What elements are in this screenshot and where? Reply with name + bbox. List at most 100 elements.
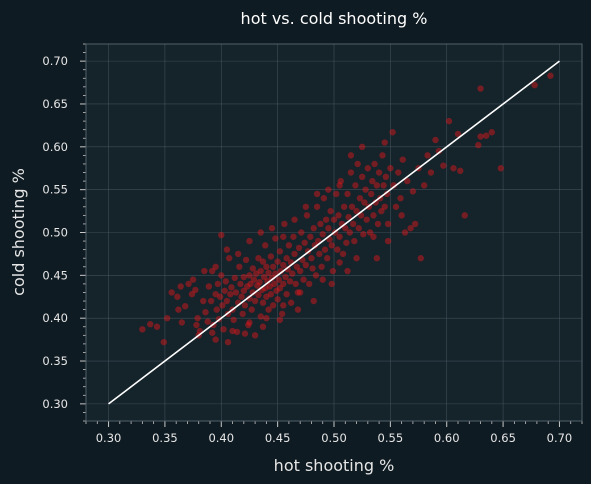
data-point (395, 169, 402, 176)
data-point (291, 250, 298, 258)
data-point (401, 229, 409, 236)
data-point (306, 280, 313, 288)
data-point (266, 283, 273, 290)
data-point (373, 182, 381, 189)
data-point (333, 190, 340, 198)
data-point (240, 273, 248, 281)
data-point (475, 141, 482, 149)
data-point (272, 235, 279, 242)
data-point (209, 329, 216, 336)
data-point (339, 250, 347, 258)
data-point (209, 267, 216, 275)
data-point (348, 203, 356, 210)
data-point (450, 165, 457, 172)
data-point (283, 255, 290, 262)
data-point (201, 267, 208, 275)
data-point (153, 323, 161, 330)
data-point (249, 289, 257, 296)
data-point (260, 273, 268, 281)
data-point (230, 316, 237, 324)
data-point (262, 242, 269, 249)
data-point (246, 272, 253, 279)
data-point (293, 263, 300, 270)
y-tick-label: 0.35 (42, 354, 68, 368)
data-point (370, 212, 377, 219)
data-point (264, 278, 271, 285)
data-point (427, 169, 435, 176)
data-point (221, 287, 228, 294)
data-point (178, 319, 186, 326)
data-point (267, 290, 275, 298)
data-point (345, 213, 352, 221)
data-point (245, 321, 252, 329)
data-point (219, 302, 226, 309)
data-point (454, 130, 462, 138)
data-point (283, 290, 290, 298)
data-point (177, 283, 184, 290)
data-point (378, 207, 385, 215)
data-point (302, 203, 310, 210)
data-point (271, 280, 278, 288)
data-point (313, 190, 321, 198)
data-point (364, 165, 372, 172)
data-point (251, 297, 259, 305)
data-point (231, 274, 238, 282)
data-point (238, 293, 245, 300)
x-tick-label: 0.35 (152, 431, 178, 445)
data-point (233, 328, 241, 336)
data-point (207, 297, 215, 305)
data-point (263, 263, 270, 270)
data-point (435, 147, 443, 155)
data-point (280, 261, 287, 269)
data-point (268, 274, 276, 282)
data-point (274, 258, 281, 265)
data-point (240, 287, 248, 294)
data-point (205, 283, 213, 290)
data-point (229, 327, 236, 335)
data-point (379, 152, 386, 159)
data-point (241, 330, 249, 337)
data-point (249, 265, 257, 272)
data-point (263, 293, 270, 300)
y-tick-label: 0.30 (42, 397, 68, 411)
data-point (222, 278, 229, 285)
data-point (432, 136, 439, 144)
data-point (285, 242, 293, 249)
data-point (296, 267, 304, 275)
data-point (482, 132, 490, 139)
data-point (375, 169, 383, 176)
data-point (286, 278, 294, 285)
data-point (254, 282, 261, 289)
data-point (336, 233, 343, 240)
data-point (352, 182, 359, 189)
data-point (320, 195, 328, 202)
data-point (291, 216, 298, 223)
data-point (259, 258, 267, 265)
x-tick-label: 0.60 (434, 431, 460, 445)
data-point (175, 306, 182, 313)
y-tick-label: 0.60 (42, 140, 68, 154)
data-point (356, 195, 364, 202)
data-point (328, 280, 335, 288)
data-point (287, 299, 295, 306)
data-point (369, 177, 376, 185)
data-point (370, 233, 377, 240)
data-point (310, 297, 317, 305)
data-point (212, 263, 219, 270)
data-point (257, 267, 264, 275)
data-point (353, 255, 360, 262)
data-point (212, 336, 219, 343)
data-point (531, 81, 538, 89)
data-point (303, 212, 311, 219)
data-point (242, 256, 250, 264)
data-point (302, 261, 310, 269)
data-point (276, 248, 284, 255)
data-point (445, 117, 453, 125)
data-point (457, 167, 464, 175)
data-point (344, 267, 351, 275)
data-point (317, 220, 324, 228)
data-point (259, 323, 267, 330)
data-point (404, 177, 411, 185)
data-point (368, 190, 375, 198)
